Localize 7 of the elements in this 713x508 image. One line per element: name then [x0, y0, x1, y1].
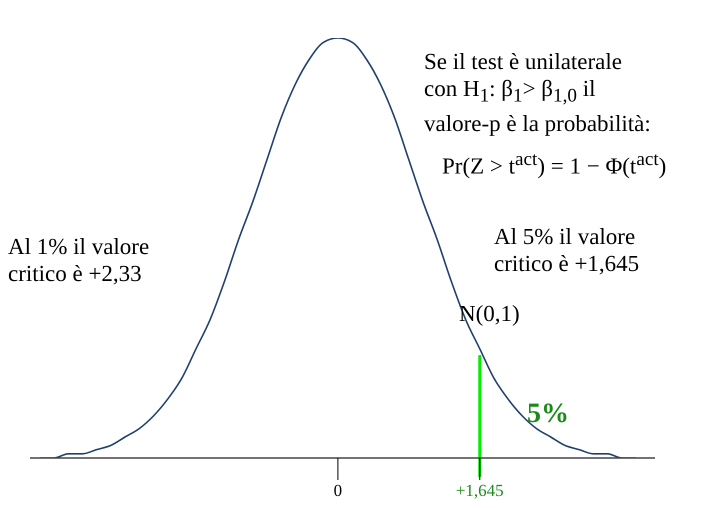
x-tick-label: 0: [334, 481, 342, 500]
text: Se il test è unilaterale con H$_{1}$: β$_{1}$> β$_{1,0}$ il valore-p è la probabilità:: [424, 49, 651, 136]
x-tick-label: +1,645: [456, 481, 504, 500]
annotation: Al 5% il valore critico è +1,645: [494, 223, 640, 277]
annotation: Al 1% il valore critico è +2,33: [8, 233, 150, 287]
annotation: 5%: [527, 398, 569, 429]
annotation: Pr(Z > t$^{act}$) = 1 − Φ(t$^{act}$): [442, 148, 666, 180]
